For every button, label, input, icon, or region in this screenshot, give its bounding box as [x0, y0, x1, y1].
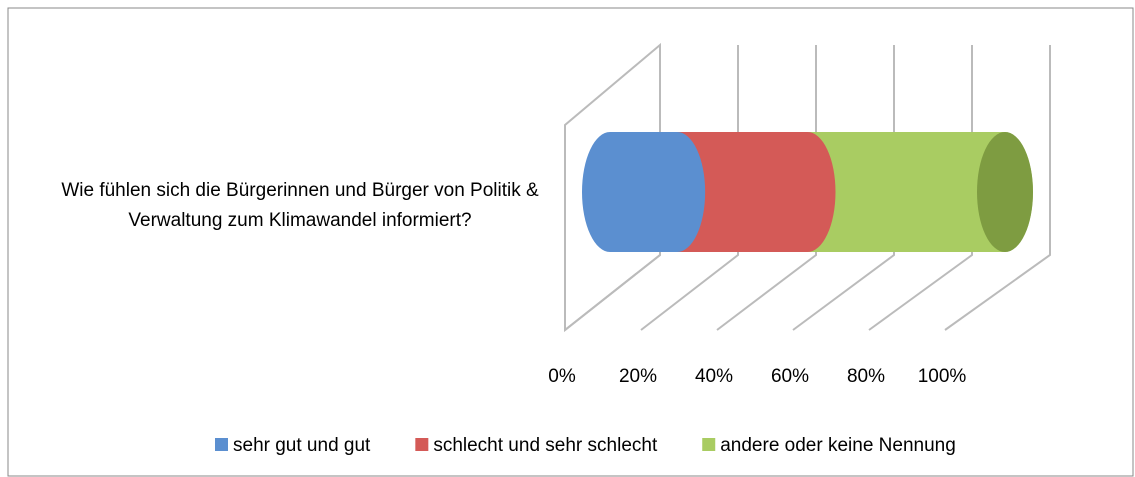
- grid-line: [564, 45, 661, 331]
- grid-line: [792, 45, 895, 331]
- x-tick-label: 40%: [695, 366, 733, 387]
- legend-label: sehr gut und gut: [233, 435, 371, 456]
- bar-segment: [582, 132, 706, 252]
- grid-line: [716, 45, 817, 331]
- category-label: Wie fühlen sich die Bürgerinnen und Bürg…: [61, 180, 539, 231]
- x-tick-label: 80%: [847, 366, 885, 387]
- grid-line: [640, 45, 739, 331]
- x-tick-label: 0%: [548, 366, 576, 387]
- legend-label: schlecht und sehr schlecht: [433, 435, 658, 456]
- legend-swatch: [702, 438, 716, 451]
- legend-swatch: [215, 438, 228, 451]
- grid-line: [868, 45, 973, 331]
- x-tick-label: 100%: [918, 366, 967, 387]
- x-tick-label: 20%: [619, 366, 657, 387]
- x-tick-label: 60%: [771, 366, 809, 387]
- bar-end-cap: [977, 132, 1033, 252]
- grid-line: [944, 45, 1051, 331]
- bar-segment: [779, 132, 1033, 252]
- legend-label: andere oder keine Nennung: [720, 435, 956, 456]
- legend-swatch: [415, 438, 429, 451]
